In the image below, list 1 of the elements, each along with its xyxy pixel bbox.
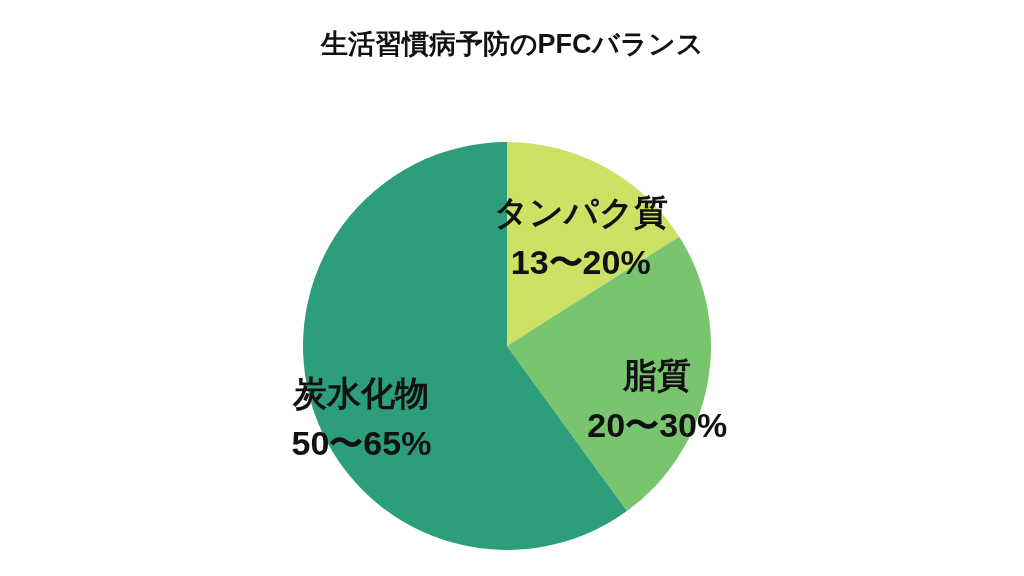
- chart-title: 生活習慣病予防のPFCバランス: [319, 29, 704, 59]
